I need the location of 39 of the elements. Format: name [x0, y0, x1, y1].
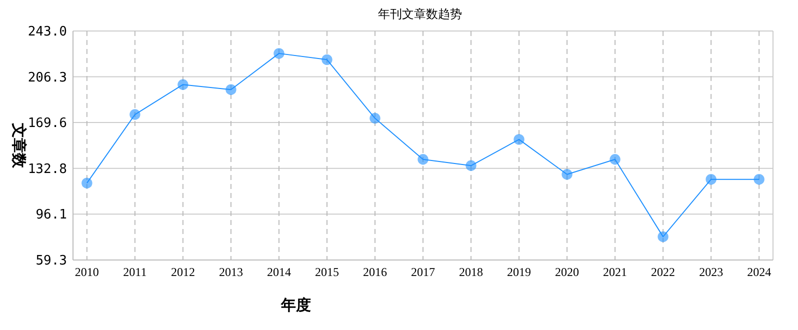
x-tick-label: 2011 — [123, 265, 147, 279]
y-tick-label: 96.1 — [36, 208, 67, 223]
y-tick-label: 132.8 — [28, 162, 67, 177]
y-axis-title: 文章数 — [10, 122, 28, 169]
y-tick-label: 206.3 — [28, 70, 67, 86]
y-tick-label: 243.0 — [28, 24, 67, 40]
point — [370, 112, 380, 124]
point — [82, 178, 92, 188]
chart-title: 年刊文章数趋势 — [378, 7, 462, 21]
x-tick-label: 2020 — [555, 265, 580, 279]
point — [130, 109, 140, 120]
x-tick-label: 2010 — [74, 265, 99, 279]
x-tick-label: 2022 — [651, 265, 676, 279]
point — [706, 174, 716, 185]
point — [514, 134, 524, 145]
point — [226, 84, 236, 95]
point — [466, 160, 476, 171]
x-tick-label: 2021 — [603, 265, 628, 279]
x-tick-label: 2016 — [362, 265, 387, 279]
x-tick-label: 2019 — [507, 265, 532, 279]
point — [658, 231, 668, 242]
x-tick-label: 2013 — [218, 265, 243, 279]
point — [610, 154, 620, 165]
point — [754, 174, 764, 185]
x-tick-label: 2023 — [699, 265, 724, 279]
point — [562, 169, 572, 180]
x-axis-title: 年度 — [280, 296, 311, 314]
x-tick-label: 2014 — [266, 265, 291, 279]
y-tick-label: 169.6 — [28, 116, 67, 132]
x-tick-label: 2017 — [411, 265, 435, 279]
point — [178, 79, 188, 90]
point — [418, 154, 428, 165]
x-tick-label: 2018 — [459, 265, 484, 279]
x-tick-label: 2024 — [747, 265, 772, 279]
point — [322, 54, 332, 66]
y-tick-label: 59.3 — [36, 254, 67, 269]
x-tick-label: 2012 — [170, 265, 195, 279]
x-tick-label: 2015 — [314, 265, 339, 279]
point — [274, 48, 284, 59]
